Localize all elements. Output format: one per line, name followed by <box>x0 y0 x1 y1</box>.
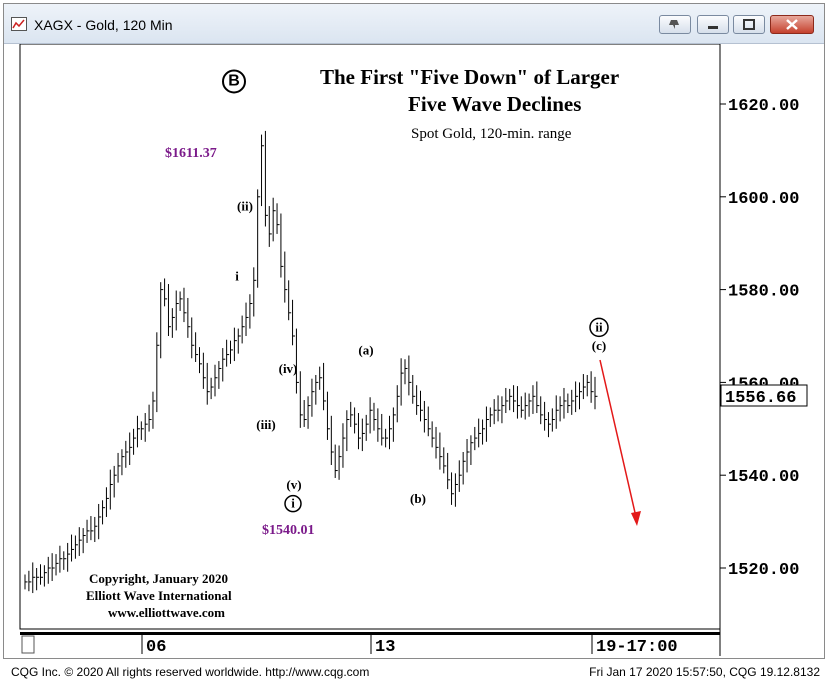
window-titlebar[interactable]: XAGX - Gold, 120 Min <box>4 4 824 44</box>
chart-title-line2: Five Wave Declines <box>408 92 581 116</box>
wave-label: ii <box>595 319 603 334</box>
wave-circle <box>589 317 609 338</box>
chart-title-line1: The First "Five Down" of Larger <box>320 65 619 89</box>
copyright-line1: Copyright, January 2020 <box>89 571 228 586</box>
y-tick-label: 1520.00 <box>728 561 799 580</box>
minimize-icon[interactable] <box>697 15 729 34</box>
copyright-line3: www.elliottwave.com <box>108 605 225 620</box>
last-price-label: 1556.66 <box>725 389 796 408</box>
wave-label: (v) <box>286 477 301 492</box>
scroll-handle[interactable] <box>21 635 35 654</box>
pin-icon[interactable] <box>659 15 691 34</box>
window-title: XAGX - Gold, 120 Min <box>34 17 173 33</box>
last-price-box <box>720 384 808 407</box>
wave-label: (b) <box>410 491 426 506</box>
wave-label: (iv) <box>279 361 298 376</box>
copyright-line2: Elliott Wave International <box>86 588 232 603</box>
wave-label: B <box>228 72 240 89</box>
price-high-label: $1611.37 <box>165 146 217 161</box>
chart-window: XAGX - Gold, 120 Min 1620.00 1600.00 1580.… <box>3 3 825 659</box>
y-tick-label: 1600.00 <box>728 190 799 209</box>
price-low-label: $1540.01 <box>262 523 315 538</box>
wave-circle <box>222 69 246 94</box>
plot-area[interactable] <box>19 44 721 630</box>
price-chart[interactable]: 1620.001600.001580.001560.001540.001520.… <box>5 44 823 656</box>
x-label-19-1700: 19-17:00 <box>596 638 678 656</box>
projection-arrow <box>599 359 641 526</box>
wave-circle <box>284 494 302 513</box>
chart-subtitle: Spot Gold, 120-min. range <box>411 126 572 142</box>
wave-label: i <box>235 268 239 283</box>
maximize-icon[interactable] <box>733 15 765 34</box>
wave-label: (c) <box>592 338 606 353</box>
x-axis: 06 13 19-17:00 <box>20 632 720 656</box>
y-tick-label: 1540.00 <box>728 468 799 487</box>
wave-label: (iii) <box>256 417 276 432</box>
chart-app-icon <box>11 17 27 31</box>
footer-copyright: CQG Inc. © 2020 All rights reserved worl… <box>11 665 370 679</box>
close-icon[interactable] <box>770 15 814 34</box>
price-bars <box>24 130 598 594</box>
y-tick-label: 1580.00 <box>728 283 799 302</box>
x-label-06: 06 <box>146 638 166 656</box>
footer-timestamp: Fri Jan 17 2020 15:57:50, CQG 19.12.8132 <box>589 665 820 679</box>
y-axis: 1620.001600.001580.001560.001540.001520.… <box>720 97 799 580</box>
wave-label: (ii) <box>237 199 253 214</box>
y-tick-label: 1620.00 <box>728 97 799 116</box>
x-label-13: 13 <box>375 638 395 656</box>
wave-label: i <box>291 496 295 511</box>
wave-label: (a) <box>358 343 373 358</box>
wave-labels: B (ii) i (iv) (iii) (v) i (a) (b) ii (c) <box>222 69 609 513</box>
